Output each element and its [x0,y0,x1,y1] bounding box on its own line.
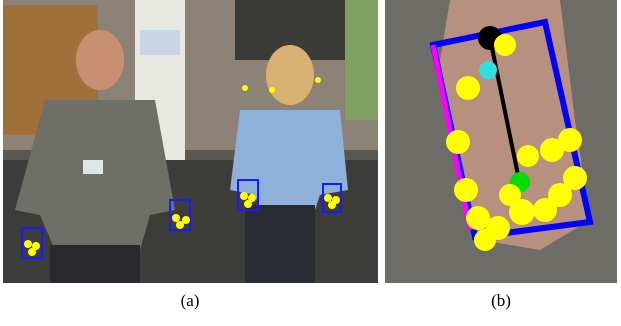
figure: (a) (b) [0,0,621,321]
caption: (b) [491,291,511,310]
page: (a) (b) (() => { const data = JSON.parse… [0,0,621,321]
panel-a-image [3,0,378,283]
caption: (a) [181,291,200,310]
panel-b-image [385,0,617,283]
